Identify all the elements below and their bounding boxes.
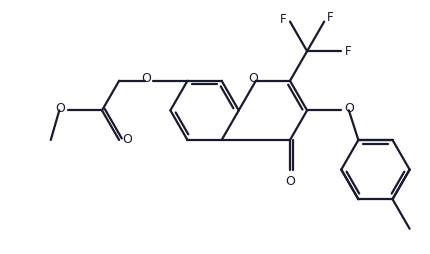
Text: O: O [141,72,150,85]
Text: O: O [123,134,132,147]
Text: F: F [280,13,286,26]
Text: O: O [285,175,295,188]
Text: F: F [326,11,333,24]
Text: O: O [249,72,258,85]
Text: O: O [55,102,65,115]
Text: F: F [345,45,352,58]
Text: O: O [344,102,354,115]
